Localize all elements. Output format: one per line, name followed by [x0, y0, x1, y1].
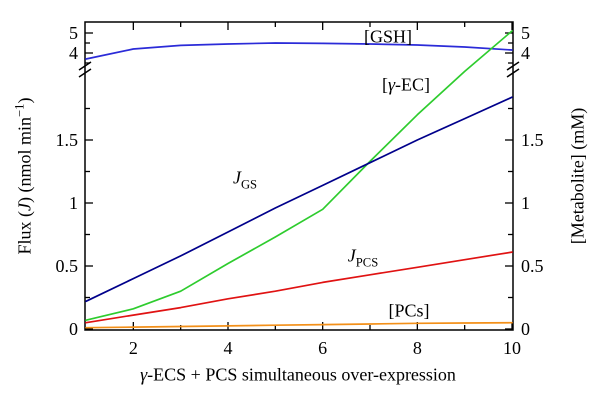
y-tick-label-left-1: 1 — [69, 193, 78, 213]
axis-break-mark — [506, 61, 520, 71]
series-line-jpcs — [85, 251, 513, 324]
series-line-gsh — [85, 42, 513, 60]
y-tick-label-left-1.5: 1.5 — [55, 130, 79, 150]
y-tick-label-left-4: 4 — [69, 43, 78, 63]
series-label-jpcs: JPCS — [348, 246, 378, 271]
y-tick-label-right-4: 4 — [521, 43, 530, 63]
axis-break-mark — [78, 61, 92, 71]
y-tick-label-left-5: 5 — [69, 23, 78, 43]
y-axis-label-left-close: ) — [14, 97, 35, 104]
y-axis-label-left-units: ) (nmol min — [14, 116, 35, 203]
y-axis-label-left: Flux (J) (nmol min−1) — [13, 98, 36, 255]
subscript-gs: GS — [240, 177, 258, 192]
y-axis-label-left-text: Flux ( — [14, 210, 35, 255]
exponent: −1 — [12, 103, 27, 117]
flux-symbol: J — [347, 245, 356, 266]
series-label-gamma-ec: [γ-EC] — [382, 75, 430, 96]
plot-frame — [84, 21, 514, 331]
y-tick-label-right-0.5: 0.5 — [521, 256, 544, 276]
series-label-pcs: [PCs] — [388, 300, 430, 321]
x-tick-label-8: 8 — [412, 338, 422, 358]
series-line-ec — [85, 30, 513, 322]
flux-symbol: J — [232, 167, 241, 188]
x-axis-label-text: -ECS + PCS simultaneous over-expression — [147, 364, 456, 385]
x-tick-label-10: 10 — [503, 338, 521, 358]
gamma-symbol: γ — [387, 74, 396, 95]
y-tick-label-right-1.5: 1.5 — [521, 130, 544, 150]
series-label-jgs: JGS — [233, 168, 257, 193]
y-tick-label-left-0: 0 — [69, 319, 78, 339]
axis-break-mark — [506, 68, 520, 78]
gamma-symbol: γ — [140, 364, 148, 385]
axis-break-mark — [78, 68, 92, 78]
y-tick-label-left-0.5: 0.5 — [55, 256, 79, 276]
y-tick-label-right-5: 5 — [521, 23, 530, 43]
x-axis-label: γ-ECS + PCS simultaneous over-expression — [140, 365, 456, 386]
x-tick-label-4: 4 — [223, 338, 233, 358]
y-axis-label-right: [Metabolite] (mM) — [567, 107, 588, 245]
x-tick-label-2: 2 — [128, 338, 138, 358]
y-tick-label-right-0: 0 — [521, 319, 530, 339]
subscript-pcs: PCS — [355, 255, 379, 270]
series-line-pcs — [85, 321, 513, 329]
x-tick-label-6: 6 — [318, 338, 328, 358]
series-label-gamma-ec-text: -EC] — [395, 74, 431, 95]
series-label-gsh: [GSH] — [364, 26, 412, 47]
flux-symbol: J — [14, 202, 35, 211]
bracket-open: [ — [381, 74, 388, 95]
y-tick-label-right-1: 1 — [521, 193, 530, 213]
series-line-jgs — [85, 96, 513, 303]
